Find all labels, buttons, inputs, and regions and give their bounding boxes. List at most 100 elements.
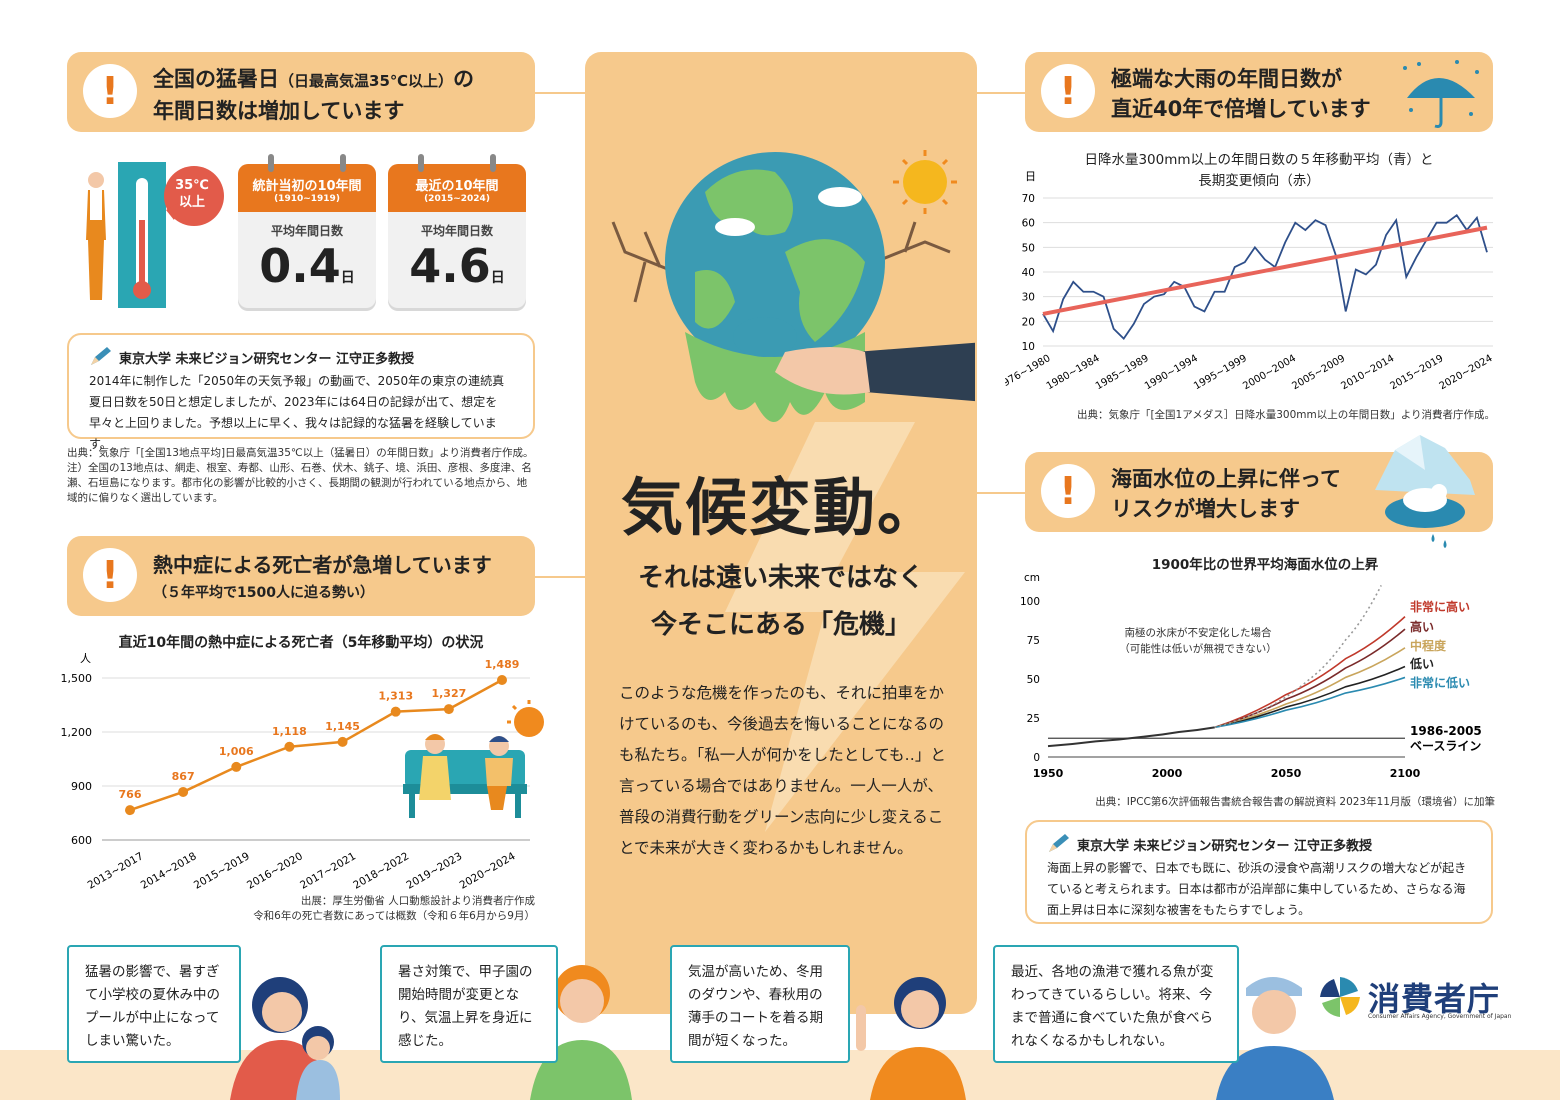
35c-badge: 35℃ 以上 [175,178,209,210]
iceberg-polar-bear-icon [1375,435,1475,548]
x-tick-label: 2018~2022 [351,850,411,890]
caa-logo-text: 消費者庁 [1368,980,1501,1018]
exclamation-icon: ! [83,548,137,602]
heat-source: 出典：気象庁「[全国13地点平均]日最高気温35℃以上（猛暑日）の年間日数」より… [67,447,534,504]
expert-quote-sea: 東京大学 未来ビジョン研究センター 江守正多教授 海面上昇の影響で、日本でも既に… [1025,820,1493,924]
x-tick-label: 2000~2004 [1241,353,1298,392]
calendar-2015: 最近の10年間 (2015~2024) 平均年間日数 4.6日 [388,154,526,308]
y-tick-label: 600 [71,834,92,847]
y-tick-label: 50 [1022,242,1035,254]
x-tick-label: 1995~1999 [1192,353,1249,392]
caa-logo-english: Consumer Affairs Agency, Government of J… [1368,1013,1512,1020]
x-tick-label: 1976~1980 [1005,353,1053,392]
center-panel: 気候変動。 それは遠い未来ではなく 今そこにある「危機」 このような危機を作った… [585,52,977,1014]
umbrella-icon [1403,60,1479,128]
sea-source: 出典：IPCC第6次評価報告書統合報告書の解説資料 2023年11月版（環境省）… [1095,796,1495,808]
scenario-label: 高い [1410,619,1434,634]
data-point [443,704,454,715]
voice-bubble-2: 暑さ対策で、甲子園の開始時間が変更となり、気温上昇を身近に感じた。 [380,945,558,1063]
x-tick-label: 2017~2021 [298,850,358,890]
x-tick-label: 2014~2018 [139,850,199,890]
sea-line-observed [1047,726,1215,748]
voice-bubble-3: 気温が高いため、冬用のダウンや、春秋用の薄手のコートを着る期間が短くなった。 [670,945,850,1063]
pencil-icon [1049,834,1069,852]
sea-line-scenario [1214,628,1406,729]
y-tick-label: 60 [1022,218,1035,230]
x-tick-label: 2000 [1152,767,1183,780]
baseline-label: 1986-2005 [1410,724,1482,738]
x-tick-label: 2050 [1271,767,1302,780]
expert-quote-heat: 東京大学 未来ビジョン研究センター 江守正多教授 2014年に制作した「2050… [67,333,535,451]
thermometer-illustration [86,162,224,308]
man-illustration [530,965,632,1100]
y-tick-label: 30 [1022,292,1035,304]
main-title: 気候変動。 [620,471,941,544]
y-unit: cm [1024,572,1040,584]
rain-chart-title: 日降水量300mm以上の年間日数の５年移動平均（青）と 長期変更傾向（赤） [1084,152,1434,189]
heat-title: 全国の猛暑日（日最高気温35℃以上）の 年間日数は増加しています [153,67,475,123]
sea-line-scenario [1214,616,1406,729]
heatstroke-header: ! 熱中症による死亡者が急増しています （５年平均で1500人に迫る勢い） [67,536,535,616]
data-label: 1,327 [431,687,466,700]
data-label: 1,489 [485,658,520,671]
woman-pointing-illustration [856,977,966,1100]
woman-child-illustration [230,977,340,1100]
y-tick-label: 75 [1027,635,1040,647]
rain-header: ! 極端な大雨の年間日数が 直近40年で倍増しています [1025,52,1493,132]
y-tick-label: 40 [1022,267,1035,279]
main-subtitle-1: それは遠い未来ではなく [637,563,924,593]
heatstroke-chart-title: 直近10年間の熱中症による死亡者（5年移動平均）の状況 [118,635,484,651]
y-tick-label: 100 [1020,596,1040,608]
data-label: 766 [119,788,142,801]
x-tick-label: 2016~2020 [245,850,305,890]
sea-line-antarctic [1214,585,1382,729]
data-label: 1,006 [219,745,254,758]
bench-people-illustration [403,700,544,818]
antarctic-annotation: （可能性は低いが無視できない） [1119,642,1277,655]
y-tick-label: 1,500 [61,672,93,685]
scenario-label: 非常に低い [1410,675,1470,690]
sea-line-scenario [1214,676,1406,729]
x-tick-label: 1990~1994 [1143,353,1200,392]
main-body: このような危機を作ったのも、それに拍車をかけているのも、今後過去を悔いることにな… [619,684,946,857]
data-label: 1,313 [378,690,413,703]
y-unit: 日 [1025,170,1036,183]
scenario-label: 中程度 [1410,638,1447,653]
x-tick-label: 2015~2019 [1389,353,1446,392]
sea-line-scenario [1214,665,1406,729]
data-point [390,706,401,717]
series-line [129,678,503,812]
sea-chart: cm 0 25 50 75 100 1950 2000 2050 2100 非常に高い高い中程度低い… [1020,572,1482,780]
sea-line-scenario [1214,647,1406,729]
x-tick-label: 2020~2024 [458,850,518,890]
data-point [337,736,348,747]
data-point [284,741,295,752]
scenario-label: 非常に高い [1410,599,1470,614]
x-tick-label: 1985~1989 [1094,353,1151,392]
data-point [231,761,242,772]
x-tick-label: 2013~2017 [86,850,146,890]
exclamation-icon: ! [1041,64,1095,118]
x-tick-label: 2010~2014 [1339,353,1396,392]
voice-bubble-1: 猛暑の影響で、暑すぎて小学校の夏休み中のプールが中止になってしまい驚いた。 [67,945,241,1063]
calendar-1910: 統計当初の10年間 (1910~1919) 平均年間日数 0.4日 [238,154,376,308]
data-point [178,786,189,797]
red-trend-line [1042,225,1488,316]
x-tick-label: 1950 [1033,767,1064,780]
x-tick-label: 1980~1984 [1045,353,1102,392]
exclamation-icon: ! [1041,464,1095,518]
melting-earth-illustration [611,150,975,422]
data-point [497,674,507,685]
heatstroke-source: 出展：厚生労働省 人口動態設計より消費者庁作成 令和6年の死亡者数にあっては概数（… [253,895,535,922]
y-tick-label: 20 [1022,316,1035,328]
heat-header: ! 全国の猛暑日（日最高気温35℃以上）の 年間日数は増加しています [67,52,535,132]
rain-chart: 日 10 20 30 40 50 60 70 1976~19801980~19841985~19… [1005,170,1495,392]
x-tick-label: 2100 [1390,767,1421,780]
y-tick-label: 50 [1027,674,1040,686]
pencil-icon [91,347,111,365]
scenario-label: 低い [1409,656,1434,671]
lightning-decoration [725,422,965,832]
x-tick-label: 2015~2019 [192,850,252,890]
data-point [125,805,135,816]
voice-bubble-4: 最近、各地の漁港で獲れる魚が変わってきているらしい。将来、今まで普通に食べていた… [993,945,1239,1063]
